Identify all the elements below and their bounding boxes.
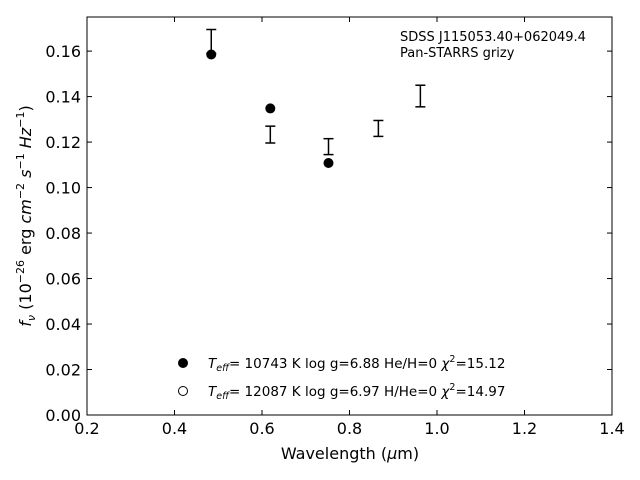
y-tick-label: 0.08: [45, 224, 81, 243]
plot-frame: [86, 16, 613, 416]
error-bar: [265, 125, 276, 144]
y-tick-label: 0.00: [45, 406, 81, 425]
legend-marker-open: [178, 386, 188, 396]
model-point-filled: [206, 49, 217, 60]
x-tick-label: 0.2: [74, 419, 99, 438]
y-tick-label: 0.12: [45, 133, 81, 152]
legend-marker-filled: [178, 358, 188, 368]
object-name-label: SDSS J115053.40+062049.4: [400, 30, 586, 45]
x-axis-label: Wavelength (μm): [281, 444, 419, 463]
y-tick-label: 0.10: [45, 179, 81, 198]
model-point-filled: [265, 103, 276, 114]
error-bar: [323, 137, 334, 156]
model-point-filled: [323, 158, 334, 169]
y-tick-label: 0.14: [45, 88, 81, 107]
legend: Teff= 10743 K log g=6.88 He/H=0 χ2=15.12…: [178, 354, 505, 402]
model-points: [206, 49, 334, 169]
x-tick-label: 1.0: [424, 419, 449, 438]
y-tick-label: 0.04: [45, 315, 81, 334]
legend-entry-2: Teff= 12087 K log g=6.97 H/He=0 χ2=14.97: [208, 382, 505, 402]
x-tick-label: 0.6: [249, 419, 274, 438]
error-bar: [373, 119, 384, 138]
survey-label: Pan-STARRS grizy: [400, 46, 515, 61]
y-tick-label: 0.16: [45, 42, 81, 61]
x-tick-label: 0.4: [162, 419, 187, 438]
x-tick-label: 1.4: [599, 419, 624, 438]
y-axis-label: fν (10−26 erg cm−2 s−1 Hz−1): [14, 105, 38, 326]
x-tick-label: 1.2: [512, 419, 537, 438]
legend-entry-1: Teff= 10743 K log g=6.88 He/H=0 χ2=15.12: [208, 354, 505, 374]
y-tick-label: 0.02: [45, 361, 81, 380]
y-tick-label: 0.06: [45, 270, 81, 289]
x-tick-label: 0.8: [337, 419, 362, 438]
error-bar: [415, 84, 426, 108]
y-axis: 0.00 0.02 0.04 0.06 0.08 0.10 0.12 0.14 0.16: [45, 42, 612, 425]
